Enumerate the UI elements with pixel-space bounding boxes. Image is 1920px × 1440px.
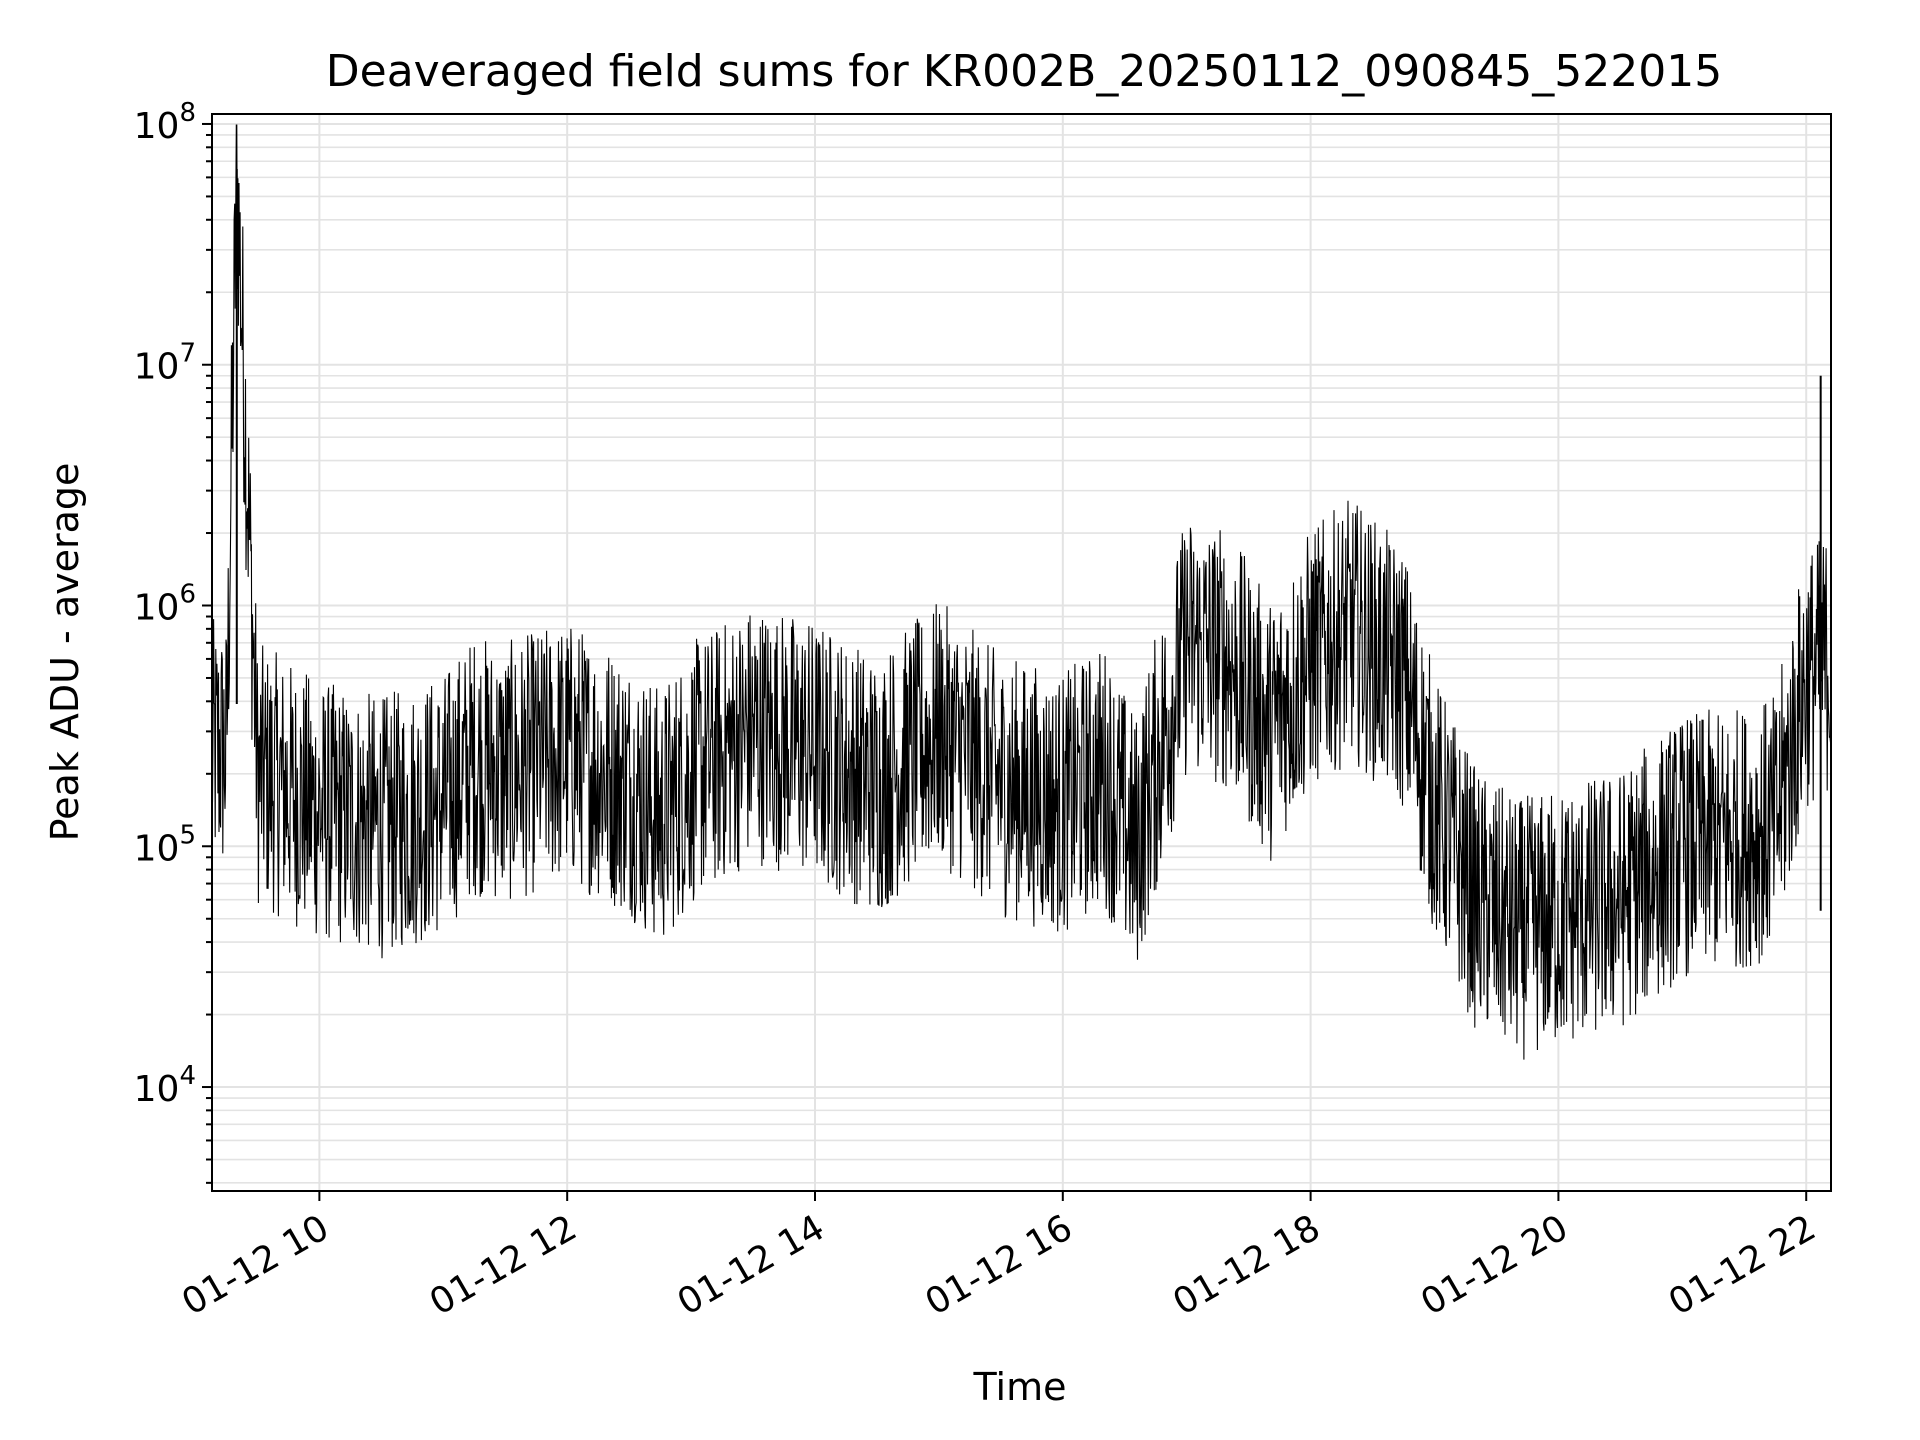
y-tick-label: 104 xyxy=(134,1061,196,1110)
x-axis-label: Time xyxy=(973,1365,1067,1409)
y-axis-label: Peak ADU - average xyxy=(43,463,87,842)
plot-area-frame xyxy=(211,113,1832,1192)
y-tick-label: 105 xyxy=(134,820,196,869)
y-tick-label: 106 xyxy=(134,580,196,629)
chart-title: Deaveraged field sums for KR002B_2025011… xyxy=(326,46,1722,97)
series-line xyxy=(211,124,1832,1060)
y-tick-label: 108 xyxy=(134,98,196,147)
data-layer xyxy=(211,124,1832,1060)
y-tick-label: 107 xyxy=(134,339,196,388)
